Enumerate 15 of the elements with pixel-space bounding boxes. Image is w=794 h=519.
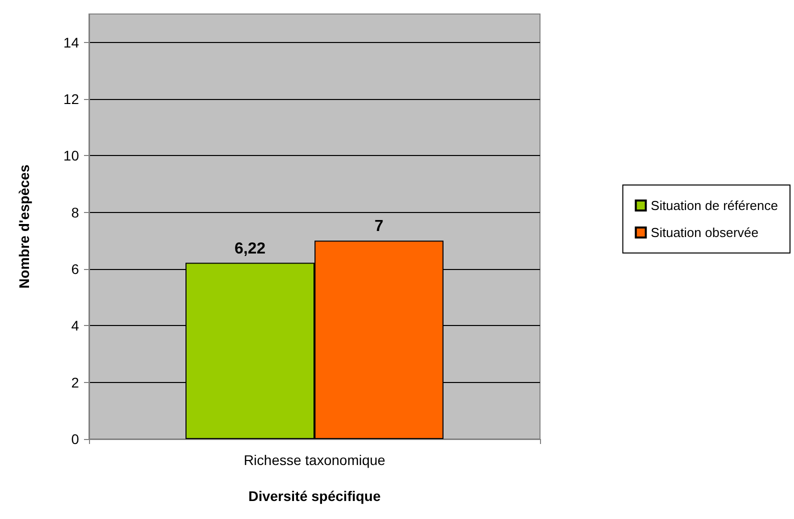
data-label: 6,22 bbox=[234, 240, 266, 258]
y-tick-label: 12 bbox=[63, 91, 80, 107]
x-axis-title: Diversité spécifique bbox=[248, 488, 381, 504]
y-tick-label: 8 bbox=[71, 204, 80, 220]
y-tick-label: 0 bbox=[71, 431, 80, 447]
y-tick-label: 2 bbox=[71, 374, 80, 390]
y-tick-label: 6 bbox=[71, 261, 80, 277]
y-tick-label: 10 bbox=[63, 148, 80, 164]
y-tick-label: 14 bbox=[63, 34, 80, 50]
legend-label: Situation observée bbox=[650, 225, 758, 240]
x-tick-label: Richesse taxonomique bbox=[244, 452, 386, 468]
data-label: 7 bbox=[374, 218, 384, 236]
y-tick-label: 4 bbox=[71, 318, 80, 334]
legend-label: Situation de référence bbox=[650, 198, 778, 213]
y-axis-title: Nombre d'espèces bbox=[16, 164, 32, 288]
